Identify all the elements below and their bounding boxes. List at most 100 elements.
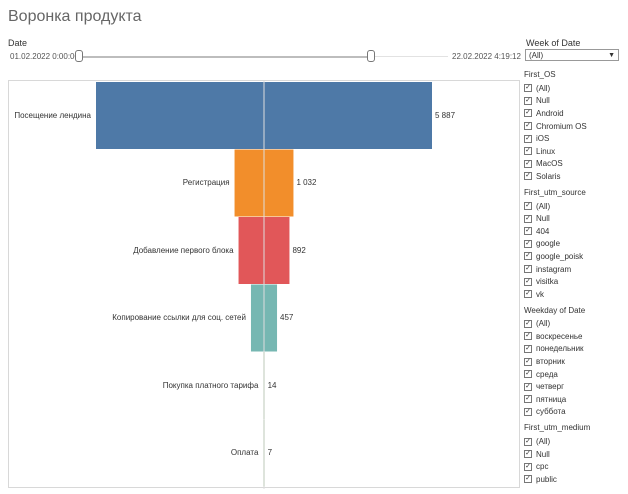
filter-checkbox-item[interactable]: ✓ четверг <box>524 380 624 393</box>
filter-item-label: MacOS <box>536 159 563 169</box>
checkbox-checked-icon[interactable]: ✓ <box>524 265 532 274</box>
filter-checkbox-item[interactable]: ✓ Null <box>524 95 624 108</box>
checkbox-checked-icon[interactable]: ✓ <box>524 239 532 248</box>
date-end-handle[interactable] <box>367 50 375 62</box>
filter-item-label: среда <box>536 369 558 379</box>
checkbox-checked-icon[interactable]: ✓ <box>524 395 532 404</box>
filter-group-title: First_utm_medium <box>524 423 591 433</box>
filter-item-label: Null <box>536 96 550 106</box>
date-start-handle[interactable] <box>75 50 83 62</box>
checkbox-checked-icon[interactable]: ✓ <box>524 407 532 416</box>
checkbox-checked-icon[interactable]: ✓ <box>524 462 532 471</box>
filter-item-label: cpc <box>536 462 549 472</box>
filter-item-label: Chromium OS <box>536 121 587 131</box>
checkbox-checked-icon[interactable]: ✓ <box>524 202 532 211</box>
checkbox-checked-icon[interactable]: ✓ <box>524 252 532 261</box>
checkbox-checked-icon[interactable]: ✓ <box>524 332 532 341</box>
filter-checkbox-item[interactable]: ✓ Solaris <box>524 170 624 183</box>
filter-checkbox-item[interactable]: ✓ vk <box>524 288 624 301</box>
filter-item-label: вторник <box>536 357 565 367</box>
filter-item-label: (All) <box>536 319 551 329</box>
checkbox-checked-icon[interactable]: ✓ <box>524 382 532 391</box>
checkbox-checked-icon[interactable]: ✓ <box>524 437 532 446</box>
funnel-stage-label: Регистрация <box>182 178 230 187</box>
checkbox-checked-icon[interactable]: ✓ <box>524 84 532 93</box>
filter-group-title: First_utm_source <box>524 187 586 197</box>
date-range-slider[interactable] <box>78 56 370 58</box>
week-dropdown[interactable]: (All) ▼ <box>525 49 619 61</box>
checkbox-checked-icon[interactable]: ✓ <box>524 357 532 366</box>
funnel-value-label: 457 <box>280 313 294 322</box>
filter-item-label: public <box>536 474 557 484</box>
filter-checkbox-item[interactable]: ✓ воскресенье <box>524 330 624 343</box>
filter-checkbox-item[interactable]: ✓ Null <box>524 448 624 461</box>
funnel-chart: Посещение лендина 5 887 Регистрация 1 032 До… <box>8 80 520 489</box>
filter-item-label: Android <box>536 108 564 118</box>
checkbox-checked-icon[interactable]: ✓ <box>524 319 532 328</box>
filter-checkbox-item[interactable]: ✓ понедельник <box>524 343 624 356</box>
filter-checkbox-item[interactable]: ✓ среда <box>524 368 624 381</box>
filter-group: First_utm_source ✓ (All) ✓ Null ✓ 404 ✓ google ✓ g… <box>524 188 624 301</box>
funnel-value-label: 14 <box>267 380 277 390</box>
checkbox-checked-icon[interactable]: ✓ <box>524 290 532 299</box>
filter-item-label: (All) <box>536 437 551 447</box>
checkbox-checked-icon[interactable]: ✓ <box>524 214 532 223</box>
filter-checkbox-item[interactable]: ✓ Null <box>524 212 624 225</box>
filter-group-title: First_OS <box>524 70 556 79</box>
filter-checkbox-item[interactable]: ✓ Android <box>524 107 624 120</box>
filter-group: First_utm_medium ✓ (All) ✓ Null ✓ cpc ✓ public <box>524 423 624 485</box>
funnel-stage-label: Добавление первого блока <box>133 245 234 255</box>
funnel-svg <box>96 81 432 489</box>
filter-checkbox-item[interactable]: ✓ google <box>524 238 624 251</box>
checkbox-checked-icon[interactable]: ✓ <box>524 109 532 118</box>
chevron-down-icon: ▼ <box>608 52 615 59</box>
filter-group: Weekday of Date ✓ (All) ✓ воскресенье ✓ понеде… <box>524 306 624 419</box>
filter-item-label: четверг <box>536 382 564 392</box>
filter-checkbox-item[interactable]: ✓ (All) <box>524 318 624 331</box>
filter-item-label: воскресенье <box>536 331 583 341</box>
filter-checkbox-item[interactable]: ✓ MacOS <box>524 158 624 171</box>
filter-item-label: Null <box>536 214 550 224</box>
filter-checkbox-item[interactable]: ✓ public <box>524 473 624 486</box>
filter-checkbox-item[interactable]: ✓ Linux <box>524 145 624 158</box>
checkbox-checked-icon[interactable]: ✓ <box>524 227 532 236</box>
filter-checkbox-item[interactable]: ✓ суббота <box>524 406 624 419</box>
filter-checkbox-item[interactable]: ✓ cpc <box>524 460 624 473</box>
filter-item-label: vk <box>536 289 544 299</box>
filter-checkbox-item[interactable]: ✓ (All) <box>524 82 624 95</box>
filter-checkbox-item[interactable]: ✓ instagram <box>524 263 624 276</box>
filter-checkbox-item[interactable]: ✓ пятница <box>524 393 624 406</box>
checkbox-checked-icon[interactable]: ✓ <box>524 344 532 353</box>
filter-item-label: 404 <box>536 226 550 236</box>
filter-checkbox-item[interactable]: ✓ (All) <box>524 200 624 213</box>
filter-checkbox-item[interactable]: ✓ вторник <box>524 355 624 368</box>
filter-item-label: instagram <box>536 264 572 274</box>
checkbox-checked-icon[interactable]: ✓ <box>524 277 532 286</box>
checkbox-checked-icon[interactable]: ✓ <box>524 159 532 168</box>
checkbox-checked-icon[interactable]: ✓ <box>524 147 532 156</box>
filter-item-label: (All) <box>536 83 551 93</box>
filter-checkbox-item[interactable]: ✓ iOS <box>524 132 624 145</box>
filter-item-label: iOS <box>536 134 550 144</box>
checkbox-checked-icon[interactable]: ✓ <box>524 172 532 181</box>
filter-item-label: Linux <box>536 146 556 156</box>
filter-checkbox-item[interactable]: ✓ Chromium OS <box>524 120 624 133</box>
checkbox-checked-icon[interactable]: ✓ <box>524 475 532 484</box>
week-dropdown-value: (All) <box>529 51 544 60</box>
filter-checkbox-item[interactable]: ✓ 404 <box>524 225 624 238</box>
checkbox-checked-icon[interactable]: ✓ <box>524 96 532 105</box>
checkbox-checked-icon[interactable]: ✓ <box>524 370 532 379</box>
date-filter-label: Date <box>8 38 28 48</box>
funnel-stage-label: Копирование ссылки для соц. сетей <box>112 313 246 322</box>
filter-item-label: Solaris <box>536 171 561 181</box>
filter-checkbox-item[interactable]: ✓ visitka <box>524 275 624 288</box>
filter-item-label: пятница <box>536 394 567 404</box>
checkbox-checked-icon[interactable]: ✓ <box>524 122 532 131</box>
filter-checkbox-item[interactable]: ✓ (All) <box>524 435 624 448</box>
date-range-start: 01.02.2022 0:00:00 <box>10 52 79 61</box>
funnel-value-label: 7 <box>267 448 273 457</box>
filter-checkbox-item[interactable]: ✓ google_poisk <box>524 250 624 263</box>
funnel-value-label: 5 887 <box>435 110 456 120</box>
checkbox-checked-icon[interactable]: ✓ <box>524 450 532 459</box>
checkbox-checked-icon[interactable]: ✓ <box>524 134 532 143</box>
